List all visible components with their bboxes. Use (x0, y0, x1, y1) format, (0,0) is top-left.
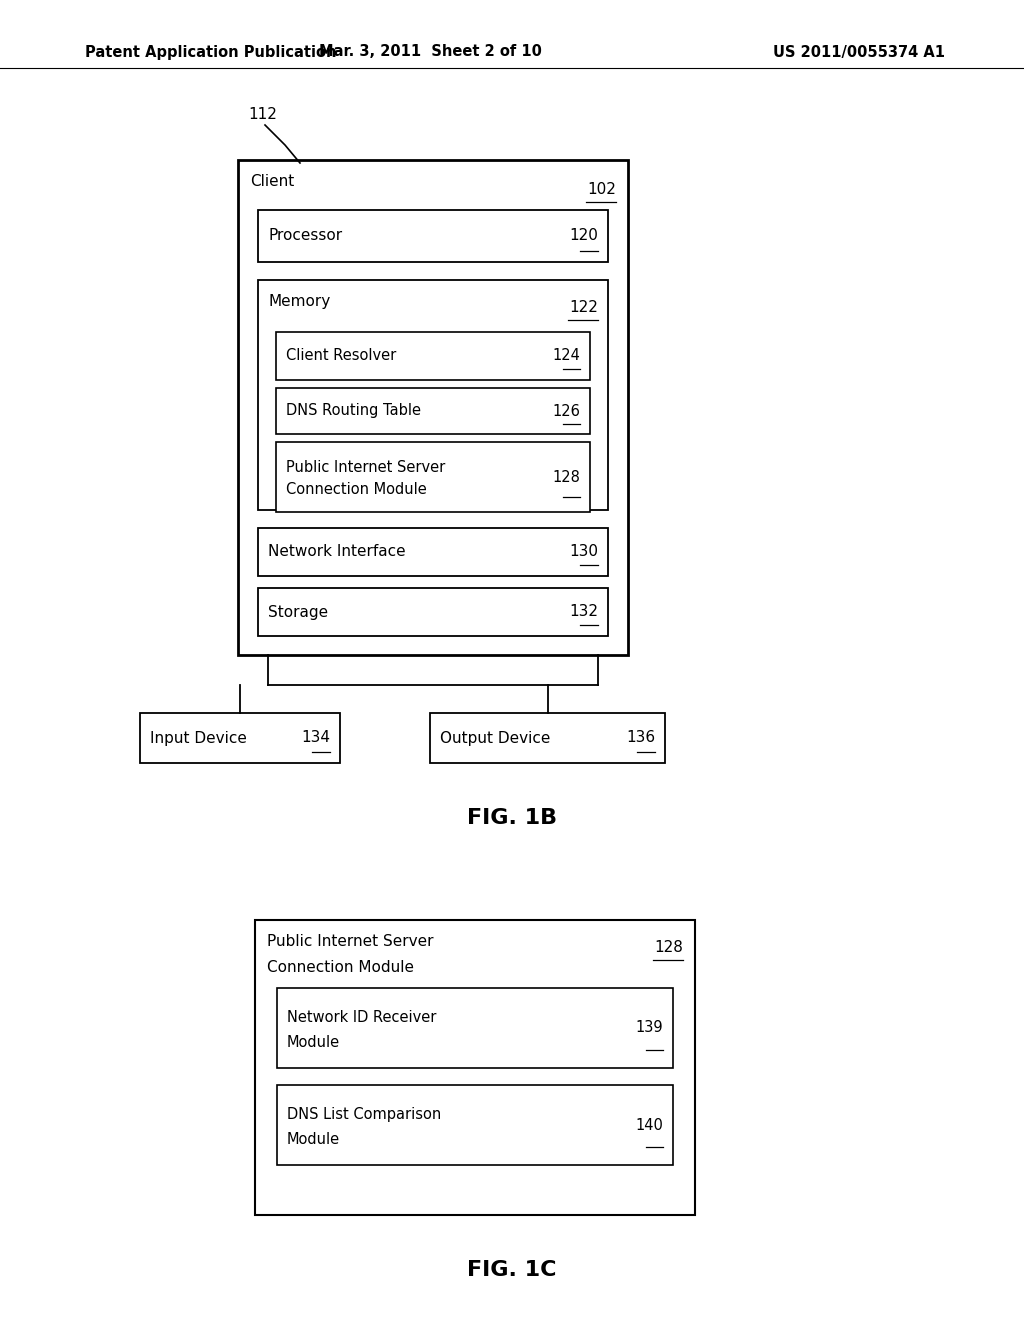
Text: Public Internet Server: Public Internet Server (267, 935, 433, 949)
Bar (258, 210, 608, 261)
Bar (258, 528, 608, 576)
Text: 130: 130 (569, 544, 598, 560)
Bar (255, 920, 695, 1214)
Text: 134: 134 (301, 730, 330, 746)
Bar (258, 280, 608, 510)
Text: 122: 122 (569, 301, 598, 315)
Text: DNS List Comparison: DNS List Comparison (287, 1107, 441, 1122)
Bar (258, 587, 608, 636)
Text: 124: 124 (552, 348, 580, 363)
Bar (430, 713, 665, 763)
Text: 140: 140 (635, 1118, 663, 1133)
Text: Processor: Processor (268, 228, 342, 243)
Text: US 2011/0055374 A1: US 2011/0055374 A1 (773, 45, 945, 59)
Text: Input Device: Input Device (150, 730, 247, 746)
Bar (276, 333, 590, 380)
Text: Client Resolver: Client Resolver (286, 348, 396, 363)
Text: Connection Module: Connection Module (267, 960, 414, 975)
Text: Module: Module (287, 1035, 340, 1049)
Bar (278, 987, 673, 1068)
Text: 128: 128 (654, 940, 683, 956)
Bar (140, 713, 340, 763)
Bar (238, 160, 628, 655)
Text: Patent Application Publication: Patent Application Publication (85, 45, 337, 59)
Text: Network Interface: Network Interface (268, 544, 406, 560)
Text: 120: 120 (569, 228, 598, 243)
Text: Mar. 3, 2011  Sheet 2 of 10: Mar. 3, 2011 Sheet 2 of 10 (318, 45, 542, 59)
Bar (278, 1085, 673, 1166)
Text: DNS Routing Table: DNS Routing Table (286, 404, 421, 418)
Text: Output Device: Output Device (440, 730, 550, 746)
Text: 128: 128 (552, 470, 580, 484)
Text: Client: Client (250, 174, 294, 189)
Text: FIG. 1C: FIG. 1C (467, 1261, 557, 1280)
Text: 132: 132 (569, 605, 598, 619)
Text: 112: 112 (248, 107, 276, 121)
Bar (276, 442, 590, 512)
Text: 102: 102 (587, 182, 616, 198)
Text: Public Internet Server: Public Internet Server (286, 461, 445, 475)
Text: Memory: Memory (268, 294, 331, 309)
Text: Storage: Storage (268, 605, 328, 619)
Text: 136: 136 (626, 730, 655, 746)
Text: Network ID Receiver: Network ID Receiver (287, 1010, 436, 1026)
Text: 139: 139 (635, 1020, 663, 1035)
Text: Module: Module (287, 1133, 340, 1147)
Bar (276, 388, 590, 434)
Text: FIG. 1B: FIG. 1B (467, 808, 557, 828)
Text: 126: 126 (552, 404, 580, 418)
Text: Connection Module: Connection Module (286, 482, 427, 498)
